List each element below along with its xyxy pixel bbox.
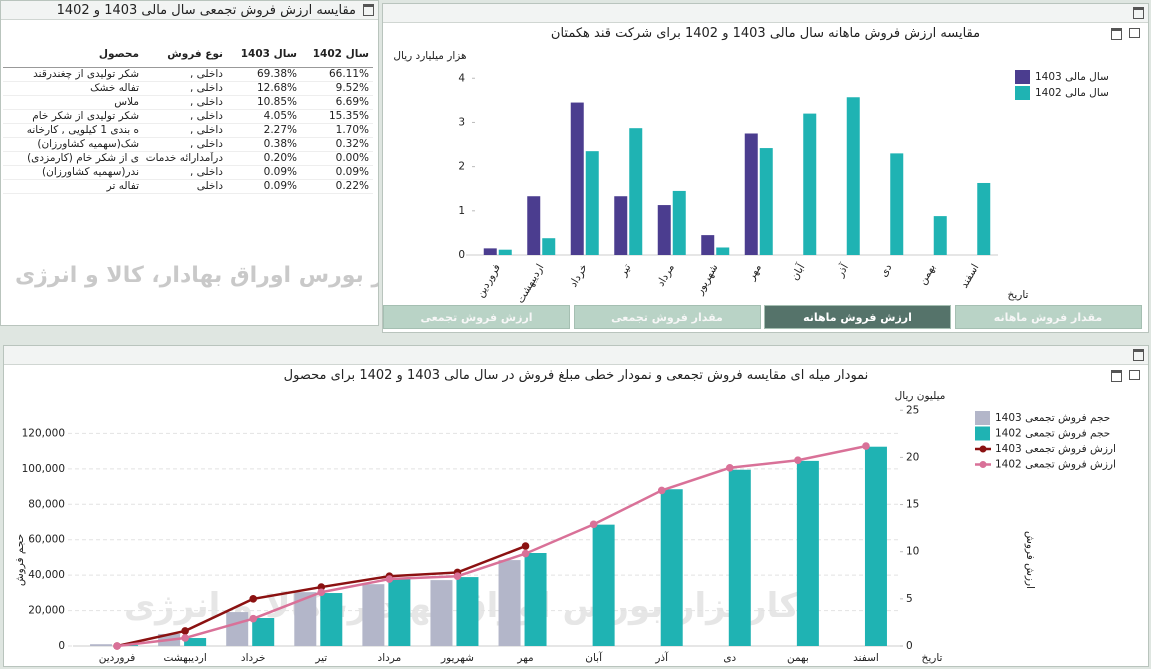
- table-row: شکر تولیدی از شکر خام داخلی , 4.05% 15.35%: [3, 109, 373, 124]
- table-cell: داخلی: [143, 179, 227, 194]
- cumulative-panel: نمودار میله ای مقایسه فروش تجمعی و نمودا…: [3, 345, 1149, 667]
- maximize-icon[interactable]: [1133, 7, 1144, 19]
- table-cell: 69.38%: [227, 67, 301, 82]
- print-icon[interactable]: [1111, 28, 1122, 40]
- table-cell: 66.11%: [301, 67, 373, 82]
- export-icon[interactable]: [1129, 28, 1140, 38]
- tab[interactable]: ارزش فروش تجمعی: [383, 305, 570, 329]
- table-cell: ی از شکر خام (کارمزدی): [3, 151, 143, 166]
- table-panel: مقایسه ارزش فروش تجمعی سال مالی 1403 و 1…: [0, 0, 379, 326]
- panel-header: مقایسه ارزش فروش تجمعی سال مالی 1403 و 1…: [1, 1, 378, 20]
- table-row: ملاس داخلی , 10.85% 6.69%: [3, 95, 373, 110]
- tab[interactable]: مقدار فروش تجمعی: [573, 305, 761, 329]
- export-icon[interactable]: [1129, 370, 1140, 380]
- table-body: شکر تولیدی از چغندرقند داخلی , 69.38% 66.11…: [3, 67, 373, 194]
- table-cell: شک(سهمیه کشاورزان): [3, 137, 143, 152]
- table-row: ه بندی 1 کیلویی , کارخانه داخلی , 2.27% 1.7…: [3, 123, 373, 138]
- table-cell: 6.69%: [301, 95, 373, 110]
- table-cell: 0.00%: [301, 151, 373, 166]
- chart-title: نمودار میله ای مقایسه فروش تجمعی و نمودا…: [283, 368, 869, 383]
- table-cell: شکر تولیدی از شکر خام: [3, 109, 143, 124]
- table-row: شک(سهمیه کشاورزان) داخلی , 0.38% 0.32%: [3, 137, 373, 152]
- table-row: ی از شکر خام (کارمزدی) درآمدارائه خدمات 0.…: [3, 151, 373, 166]
- panel-header: [383, 4, 1148, 23]
- table-cell: داخلی ,: [143, 137, 227, 152]
- chart-title: مقایسه ارزش فروش ماهانه سال مالی 1403 و …: [550, 26, 981, 41]
- table-cell: 0.38%: [227, 137, 301, 152]
- table-cell: 0.22%: [301, 179, 373, 194]
- table-cell: 12.68%: [227, 81, 301, 96]
- maximize-icon[interactable]: [1133, 349, 1144, 361]
- table-cell: 10.85%: [227, 95, 301, 110]
- table-cell: ملاس: [3, 95, 143, 110]
- table-cell: داخلی ,: [143, 165, 227, 180]
- monthly-panel: مقایسه ارزش فروش ماهانه سال مالی 1403 و …: [382, 3, 1149, 333]
- table-row: شکر تولیدی از چغندرقند داخلی , 69.38% 66.11…: [3, 67, 373, 82]
- table-cell: داخلی ,: [143, 67, 227, 82]
- table-row: تفاله تر داخلی 0.09% 0.22%: [3, 179, 373, 194]
- print-icon[interactable]: [1111, 370, 1122, 382]
- column-header: نوع فروش: [143, 41, 227, 68]
- table-title: مقایسه ارزش فروش تجمعی سال مالی 1403 و 1…: [56, 3, 356, 18]
- table-cell: 0.32%: [301, 137, 373, 152]
- tab[interactable]: ارزش فروش ماهانه: [764, 305, 951, 329]
- maximize-icon[interactable]: [363, 4, 374, 16]
- table-cell: داخلی ,: [143, 95, 227, 110]
- table-cell: داخلی ,: [143, 81, 227, 96]
- column-header: محصول: [3, 41, 143, 68]
- table-cell: تفاله خشک: [3, 81, 143, 96]
- table-cell: 0.20%: [227, 151, 301, 166]
- tab[interactable]: مقدار فروش ماهانه: [954, 305, 1142, 329]
- table-cell: 0.09%: [227, 165, 301, 180]
- table-cell: شکر تولیدی از چغندرقند: [3, 67, 143, 82]
- table-cell: 0.09%: [301, 165, 373, 180]
- table-cell: داخلی ,: [143, 123, 227, 138]
- table-cell: درآمدارائه خدمات: [143, 151, 227, 166]
- product-table: محصول نوع فروش سال 1403 سال 1402 شکر تولیدی…: [3, 41, 373, 194]
- table-cell: 4.05%: [227, 109, 301, 124]
- table-cell: 2.27%: [227, 123, 301, 138]
- table-header: محصول نوع فروش سال 1403 سال 1402: [3, 41, 373, 68]
- table-row: ندر(سهمیه کشاورزان) داخلی , 0.09% 0.09%: [3, 165, 373, 180]
- table-cell: ه بندی 1 کیلویی , کارخانه: [3, 123, 143, 138]
- column-header: سال 1403: [227, 41, 301, 68]
- watermark: کارگزار بورس اوراق بهادار، کالا و انرژی: [15, 263, 378, 288]
- column-header: سال 1402: [301, 41, 373, 68]
- table-cell: تفاله تر: [3, 179, 143, 194]
- table-cell: 9.52%: [301, 81, 373, 96]
- table-cell: 1.70%: [301, 123, 373, 138]
- table-cell: 0.09%: [227, 179, 301, 194]
- table-cell: ندر(سهمیه کشاورزان): [3, 165, 143, 180]
- watermark: کارگزار بورس اوراق بهادار، کالا و انرژی: [124, 586, 800, 626]
- table-cell: داخلی ,: [143, 109, 227, 124]
- table-row: تفاله خشک داخلی , 12.68% 9.52%: [3, 81, 373, 96]
- table-cell: 15.35%: [301, 109, 373, 124]
- panel-header: [4, 346, 1148, 365]
